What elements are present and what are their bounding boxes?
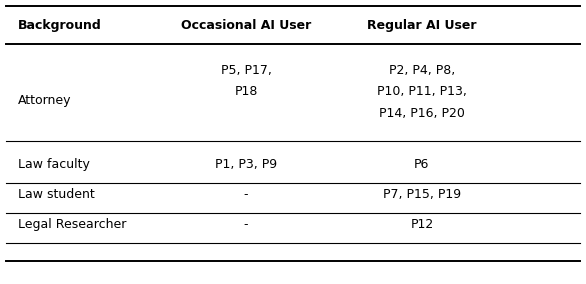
Text: P5, P17,: P5, P17, bbox=[221, 64, 271, 77]
Text: Occasional AI User: Occasional AI User bbox=[181, 19, 311, 32]
Text: P7, P15, P19: P7, P15, P19 bbox=[383, 188, 461, 201]
Text: Law faculty: Law faculty bbox=[18, 158, 90, 171]
Text: Attorney: Attorney bbox=[18, 94, 71, 107]
Text: P14, P16, P20: P14, P16, P20 bbox=[379, 106, 465, 120]
Text: P18: P18 bbox=[234, 85, 258, 98]
Text: Legal Researcher: Legal Researcher bbox=[18, 218, 126, 231]
Text: P2, P4, P8,: P2, P4, P8, bbox=[389, 64, 455, 77]
Text: P12: P12 bbox=[410, 218, 434, 231]
Text: -: - bbox=[244, 188, 248, 201]
Text: P10, P11, P13,: P10, P11, P13, bbox=[377, 85, 467, 98]
Text: -: - bbox=[244, 218, 248, 231]
Text: Regular AI User: Regular AI User bbox=[367, 19, 476, 32]
Text: Law student: Law student bbox=[18, 188, 94, 201]
Text: P1, P3, P9: P1, P3, P9 bbox=[215, 158, 277, 171]
Text: P6: P6 bbox=[414, 158, 430, 171]
Text: Background: Background bbox=[18, 19, 101, 32]
